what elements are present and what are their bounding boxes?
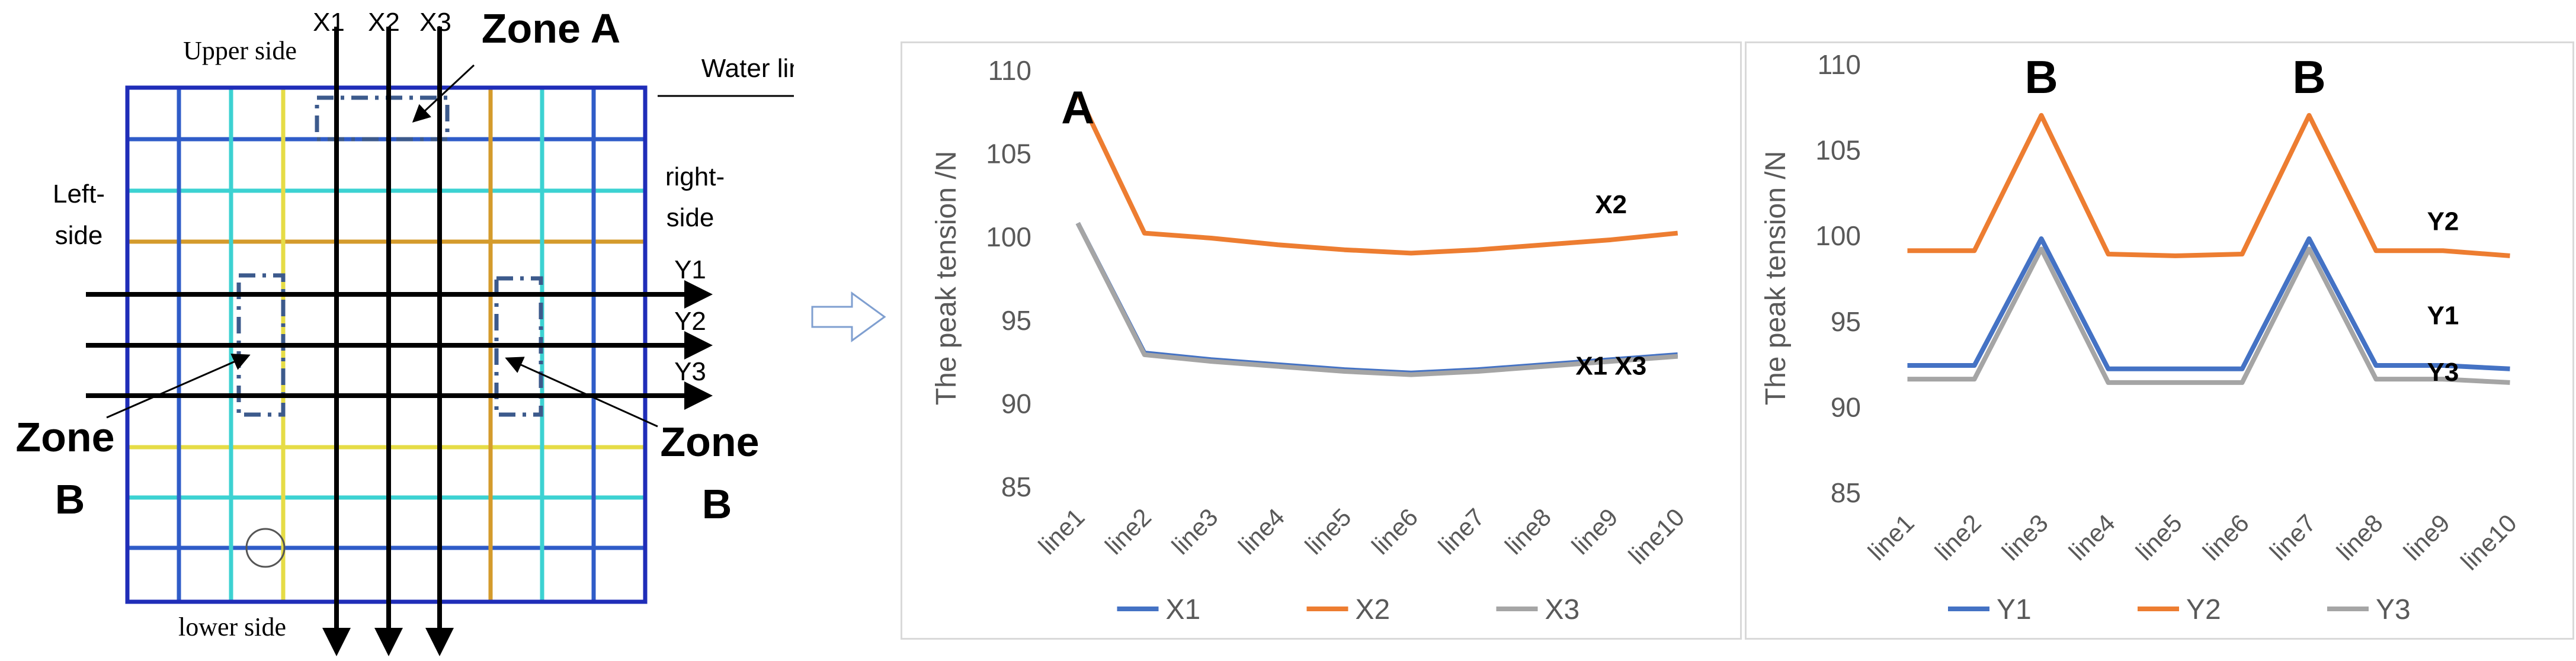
chart-annotation: Y1 [2427,301,2459,330]
row-label-y2: Y2 [674,307,706,336]
col-label-x2: X2 [368,8,400,37]
series-line-y3 [1907,246,2510,385]
y-tick-label: 110 [988,55,1031,86]
y-tick-label: 85 [1831,477,1861,508]
chart-annotation: B [2292,51,2325,103]
zone-b-left-pointer [106,354,251,419]
zone-b-right-label-line2: B [702,481,732,527]
water-line-label: Water line [701,54,794,83]
row-label-y3: Y3 [674,357,706,386]
y-axis-label: The peak tension /N [931,151,962,406]
legend-label-x2: X2 [1356,594,1390,625]
upper-side-label: Upper side [183,36,297,65]
x-tick-label: line3 [1997,509,2053,566]
x-tick-label: line2 [1930,509,1987,566]
chart-annotation: Y2 [2427,207,2459,236]
y-tick-label: 100 [1815,220,1861,251]
x-tick-label: line10 [1623,503,1690,570]
y-tick-label: 90 [1831,392,1861,422]
zone-a-pointer [412,64,475,123]
x-tick-label: line2 [1100,503,1156,560]
x-tick-label: line5 [2130,509,2187,566]
y-tick-label: 105 [986,139,1031,169]
chart-annotation: B [2024,51,2058,103]
legend-label-y2: Y2 [2186,594,2221,625]
legend-label-x1: X1 [1166,594,1201,625]
chart-annotation: X2 [1595,190,1627,219]
x-tick-label: line6 [1366,503,1423,560]
zone-b-right-pointer [505,357,658,428]
x-tick-label: line8 [2331,509,2388,566]
x-tick-label: line4 [1233,503,1290,560]
col-label-x1: X1 [313,8,345,37]
x-tick-label: line4 [2064,509,2120,566]
marker-circle [245,528,286,568]
y-tick-label: 90 [1001,388,1031,419]
zone-b-left-label-line2: B [55,476,85,522]
x-tick-label: line9 [2398,509,2455,566]
net-schematic-diagram: X1 X2 X3 Y1 Y2 Y3 Upper side lower side … [15,5,794,656]
right-side-label-line1: right- [665,162,725,191]
series-line-x3 [1075,222,1678,377]
y-axis-label: The peak tension /N [1760,151,1792,406]
series-line-y2 [1907,113,2510,258]
y-tick-label: 95 [1001,305,1031,336]
legend-label-y3: Y3 [2376,594,2411,625]
y-tick-label: 105 [1815,135,1861,166]
x-tick-label: line7 [2264,509,2321,566]
zone-b-right-label-line1: Zone [660,419,759,465]
x-tick-label: line9 [1566,503,1623,560]
left-side-label-line2: side [55,221,103,250]
series-line-y1 [1907,236,2510,371]
series-line-x1 [1075,222,1678,376]
y-tick-label: 110 [1818,49,1861,80]
legend-label-x3: X3 [1545,594,1580,625]
series-line-x2 [1075,92,1678,256]
zone-a-box [315,95,450,142]
y-tick-label: 95 [1831,306,1861,337]
col-label-x3: X3 [419,8,451,37]
transition-arrow-icon [811,291,886,342]
x-tick-label: line10 [2455,509,2522,576]
right-side-label-line2: side [667,203,715,232]
x-tick-label: line8 [1500,503,1556,560]
chart-panel-x: 85 90 95 100 105 110 The peak tension /N line1 l… [901,41,1742,640]
chart-annotation: A [1061,81,1094,133]
zone-a-label: Zone A [482,5,621,52]
chart-panel-y: 85 90 95 100 105 110 The peak tension /N line1 l… [1745,41,2574,640]
left-side-label-line1: Left- [53,179,105,208]
y-tick-label: 85 [1001,471,1031,502]
chart-annotation: Y3 [2427,358,2459,387]
x-tick-label: line1 [1863,509,1920,566]
zone-b-left-label-line1: Zone [15,414,114,460]
x-tick-label: line5 [1300,503,1357,560]
chart-annotation: X1 X3 [1575,352,1646,381]
x-tick-label: line7 [1433,503,1490,560]
row-label-y1: Y1 [674,255,706,284]
lower-side-label: lower side [178,612,286,641]
y-tick-label: 100 [986,222,1031,252]
x-tick-label: line6 [2197,509,2254,566]
x-tick-label: line1 [1033,503,1090,560]
x-tick-label: line3 [1167,503,1223,560]
legend-label-y1: Y1 [1997,594,2032,625]
